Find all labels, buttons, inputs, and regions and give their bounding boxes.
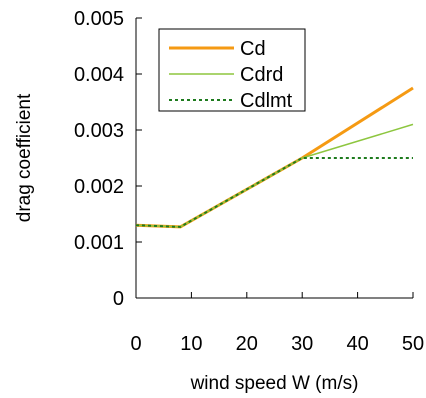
y-tick-label: 0.005 bbox=[74, 8, 124, 30]
y-tick-label: 0.002 bbox=[74, 176, 124, 198]
x-axis-title: wind speed W (m/s) bbox=[190, 373, 359, 394]
legend-label-cdlmt: Cdlmt bbox=[240, 90, 293, 112]
x-tick-label: 40 bbox=[346, 333, 368, 355]
plot-area bbox=[135, 18, 413, 299]
y-axis-ticks: 0 0.001 0.002 0.003 0.004 0.005 bbox=[74, 8, 142, 310]
x-axis-ticks: 0 10 20 30 40 50 bbox=[130, 292, 424, 355]
x-tick-label: 50 bbox=[402, 333, 424, 355]
series-line-cdlmt bbox=[135, 157, 413, 228]
series-line-cdrd bbox=[135, 123, 414, 228]
legend-label-cdrd: Cdrd bbox=[240, 64, 283, 86]
y-tick-label: 0.003 bbox=[74, 120, 124, 142]
legend-box bbox=[158, 28, 306, 112]
x-tick-label: 0 bbox=[130, 333, 141, 355]
series-lines bbox=[135, 86, 414, 229]
x-tick-label: 20 bbox=[236, 333, 258, 355]
y-tick-label: 0.001 bbox=[74, 232, 124, 254]
legend-label-cd: Cd bbox=[240, 38, 266, 60]
y-axis-title: drag coefficient bbox=[14, 93, 35, 222]
legend: Cd Cdrd Cdlmt bbox=[158, 28, 306, 112]
y-tick-label: 0.004 bbox=[74, 64, 124, 86]
y-tick-label: 0 bbox=[113, 288, 124, 310]
x-tick-label: 30 bbox=[291, 333, 313, 355]
x-tick-label: 10 bbox=[180, 333, 202, 355]
